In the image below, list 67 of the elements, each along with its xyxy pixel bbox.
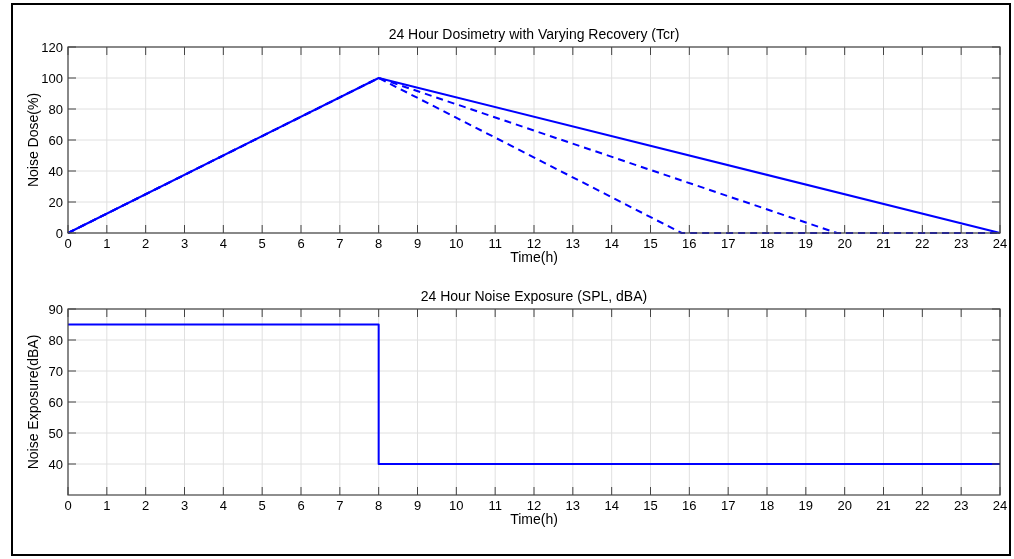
chart-title: 24 Hour Dosimetry with Varying Recovery (Tcr)	[388, 26, 680, 42]
x-tick-label: 20	[837, 236, 852, 251]
y-tick-label: 100	[41, 70, 63, 86]
x-tick-label: 3	[180, 236, 189, 251]
x-tick-label: 1	[103, 236, 111, 251]
x-tick-label: 21	[876, 498, 891, 513]
x-tick-label: 16	[682, 236, 697, 251]
x-axis-title: Time(h)	[510, 511, 558, 527]
x-tick-label: 3	[180, 498, 189, 513]
x-axis-title: Time(h)	[510, 249, 558, 265]
y-tick-label: 40	[48, 456, 63, 472]
x-tick-label: 6	[297, 236, 305, 251]
y-tick-label: 60	[48, 394, 63, 410]
x-tick-label: 8	[375, 236, 383, 251]
y-tick-label: 120	[41, 39, 63, 55]
y-tick-label: 50	[48, 425, 63, 441]
x-tick-label: 14	[604, 236, 619, 251]
x-tick-label: 11	[488, 236, 502, 251]
x-tick-label: 8	[375, 498, 383, 513]
x-tick-label: 5	[258, 236, 266, 251]
x-tick-label: 5	[258, 498, 266, 513]
x-tick-label: 23	[953, 236, 969, 251]
x-tick-label: 16	[682, 498, 697, 513]
x-tick-label: 12	[526, 236, 542, 251]
x-tick-label: 17	[720, 498, 736, 513]
x-tick-label: 7	[336, 498, 344, 513]
x-tick-label: 14	[604, 498, 619, 513]
x-tick-label: 6	[297, 498, 305, 513]
x-tick-label: 23	[953, 498, 969, 513]
x-tick-label: 4	[219, 498, 227, 513]
x-tick-label: 22	[915, 498, 930, 513]
x-tick-label: 15	[643, 236, 658, 251]
x-tick-label: 13	[565, 236, 581, 251]
y-axis-title: Noise Exposure(dBA)	[25, 334, 41, 470]
chart-title: 24 Hour Noise Exposure (SPL, dBA)	[420, 288, 648, 304]
y-tick-label: 80	[48, 332, 63, 348]
x-tick-label: 19	[798, 498, 814, 513]
x-tick-label: 10	[449, 236, 464, 251]
x-tick-label: 18	[759, 498, 775, 513]
x-tick-label: 2	[142, 498, 150, 513]
x-tick-label: 2	[142, 236, 150, 251]
x-tick-label: 13	[565, 498, 581, 513]
y-tick-label: 80	[48, 101, 63, 117]
x-tick-label: 17	[720, 236, 736, 251]
x-tick-label: 24	[992, 236, 1008, 251]
x-tick-label: 18	[759, 236, 775, 251]
x-tick-label: 21	[876, 236, 891, 251]
x-tick-label: 11	[488, 498, 502, 513]
x-tick-label: 7	[336, 236, 344, 251]
y-tick-label: 40	[48, 163, 63, 179]
x-tick-label: 4	[219, 236, 227, 251]
y-tick-label: 20	[48, 194, 63, 210]
x-tick-label: 20	[837, 498, 852, 513]
x-tick-label: 1	[103, 498, 111, 513]
x-tick-label: 22	[915, 236, 930, 251]
x-tick-label: 15	[643, 498, 658, 513]
x-tick-label: 19	[798, 236, 814, 251]
x-tick-label: 9	[413, 236, 422, 251]
x-tick-label: 24	[992, 498, 1008, 513]
x-tick-label: 9	[413, 498, 422, 513]
y-tick-label: 0	[55, 225, 63, 241]
y-tick-label: 90	[48, 301, 63, 317]
x-tick-label: 10	[449, 498, 464, 513]
y-axis-title: Noise Dose(%)	[25, 92, 41, 188]
y-tick-label: 70	[48, 363, 63, 379]
y-tick-label: 60	[48, 132, 63, 148]
x-tick-label: 12	[526, 498, 542, 513]
